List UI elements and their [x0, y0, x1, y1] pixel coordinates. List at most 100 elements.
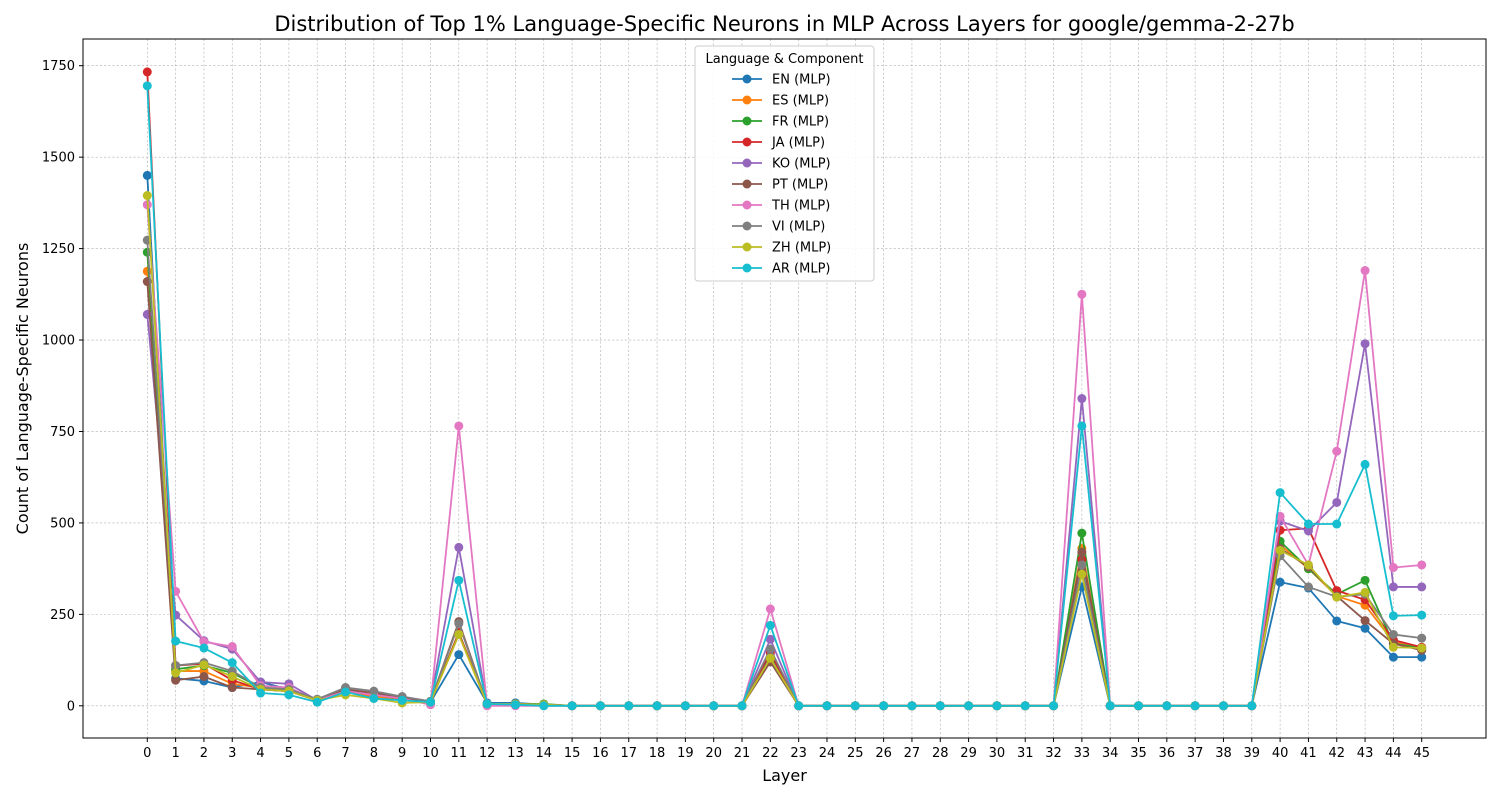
data-point [142, 81, 152, 91]
legend-item: PT (MLP) [732, 178, 828, 193]
x-tick-label: 27 [904, 746, 921, 761]
legend-item: TH (MLP) [732, 199, 830, 214]
data-point [1077, 547, 1087, 557]
legend-item: FR (MLP) [732, 115, 829, 130]
data-point [1417, 643, 1427, 653]
data-point [1077, 528, 1087, 538]
data-point [284, 690, 294, 700]
series-layer [142, 67, 1427, 711]
legend-items: EN (MLP) ES (MLP) FR (MLP) JA (MLP) KO (MLP)… [732, 73, 831, 277]
legend-swatch-marker [742, 221, 752, 231]
legend-swatch-marker [742, 242, 752, 252]
data-point [765, 644, 775, 654]
x-tick-label: 29 [960, 746, 977, 761]
data-point [652, 701, 662, 711]
data-point [1105, 701, 1115, 711]
data-point [171, 668, 181, 678]
x-tick-label: 30 [989, 746, 1006, 761]
x-tick-label: 16 [592, 746, 609, 761]
x-axis-label: Layer [762, 766, 807, 785]
data-point [850, 701, 860, 711]
data-point [595, 701, 605, 711]
legend-box [694, 45, 875, 282]
x-axis: 0 1 2 3 4 5 6 7 8 9 10 11 12 13 14 15 16 17 18 19 20 21 22 23 24… [143, 738, 1430, 761]
data-point [369, 686, 379, 696]
x-tick-label: 36 [1159, 746, 1176, 761]
y-tick-label: 1500 [42, 151, 75, 166]
data-point [1388, 652, 1398, 662]
x-tick-label: 28 [932, 746, 949, 761]
x-tick-label: 8 [370, 746, 378, 761]
data-point [1275, 488, 1285, 498]
x-tick-label: 12 [479, 746, 496, 761]
data-point [964, 701, 974, 711]
x-tick-label: 43 [1357, 746, 1374, 761]
y-axis-label: Count of Language-Specific Neurons [13, 243, 32, 535]
legend-label: AR (MLP) [772, 262, 831, 277]
data-point [737, 701, 747, 711]
legend-swatch-marker [742, 116, 752, 126]
data-point [1332, 497, 1342, 507]
legend-label: JA (MLP) [771, 136, 825, 151]
data-point [510, 700, 520, 710]
data-point [1360, 459, 1370, 469]
data-point [454, 650, 464, 660]
data-point [1360, 587, 1370, 597]
data-point [1049, 701, 1059, 711]
data-point [1388, 611, 1398, 621]
data-point [1360, 266, 1370, 276]
x-tick-label: 1 [171, 746, 179, 761]
x-tick-label: 40 [1272, 746, 1289, 761]
data-point [1162, 701, 1172, 711]
x-tick-label: 18 [649, 746, 666, 761]
legend-swatch-marker [742, 95, 752, 105]
data-point [1417, 633, 1427, 643]
data-point [567, 701, 577, 711]
data-point [1332, 592, 1342, 602]
legend-label: ES (MLP) [772, 94, 829, 109]
data-point [199, 672, 209, 682]
y-tick-label: 250 [50, 608, 75, 623]
data-point [1417, 652, 1427, 662]
data-point [1077, 560, 1087, 570]
data-point [1417, 582, 1427, 592]
x-tick-label: 35 [1130, 746, 1147, 761]
legend: Language & Component EN (MLP) ES (MLP) FR … [694, 45, 875, 282]
data-point [1388, 629, 1398, 639]
data-point [397, 695, 407, 705]
legend-item: ES (MLP) [732, 94, 829, 109]
legend-swatch-marker [742, 263, 752, 273]
legend-item: KO (MLP) [732, 157, 831, 172]
data-point [765, 604, 775, 614]
data-point [227, 672, 237, 682]
data-point [1077, 421, 1087, 431]
data-point [1417, 560, 1427, 570]
x-tick-label: 10 [422, 746, 439, 761]
x-tick-label: 14 [536, 746, 553, 761]
data-point [199, 637, 209, 647]
legend-item: EN (MLP) [732, 73, 831, 88]
x-tick-label: 9 [398, 746, 406, 761]
data-point [256, 688, 266, 698]
data-point [1360, 616, 1370, 626]
x-tick-label: 45 [1413, 746, 1430, 761]
data-point [709, 701, 719, 711]
x-tick-label: 23 [790, 746, 807, 761]
legend-label: TH (MLP) [771, 199, 830, 214]
x-tick-label: 38 [1215, 746, 1232, 761]
data-point [765, 620, 775, 630]
data-point [227, 683, 237, 693]
series-line [146, 85, 1422, 707]
data-point [1218, 701, 1228, 711]
y-tick-label: 1750 [42, 59, 75, 74]
data-point [142, 170, 152, 180]
x-tick-label: 13 [507, 746, 524, 761]
data-point [992, 701, 1002, 711]
x-tick-label: 6 [313, 746, 321, 761]
x-tick-label: 31 [1017, 746, 1034, 761]
legend-title: Language & Component [705, 52, 863, 67]
x-tick-label: 24 [819, 746, 836, 761]
data-point [822, 701, 832, 711]
data-point [1247, 701, 1257, 711]
x-tick-label: 44 [1385, 746, 1402, 761]
